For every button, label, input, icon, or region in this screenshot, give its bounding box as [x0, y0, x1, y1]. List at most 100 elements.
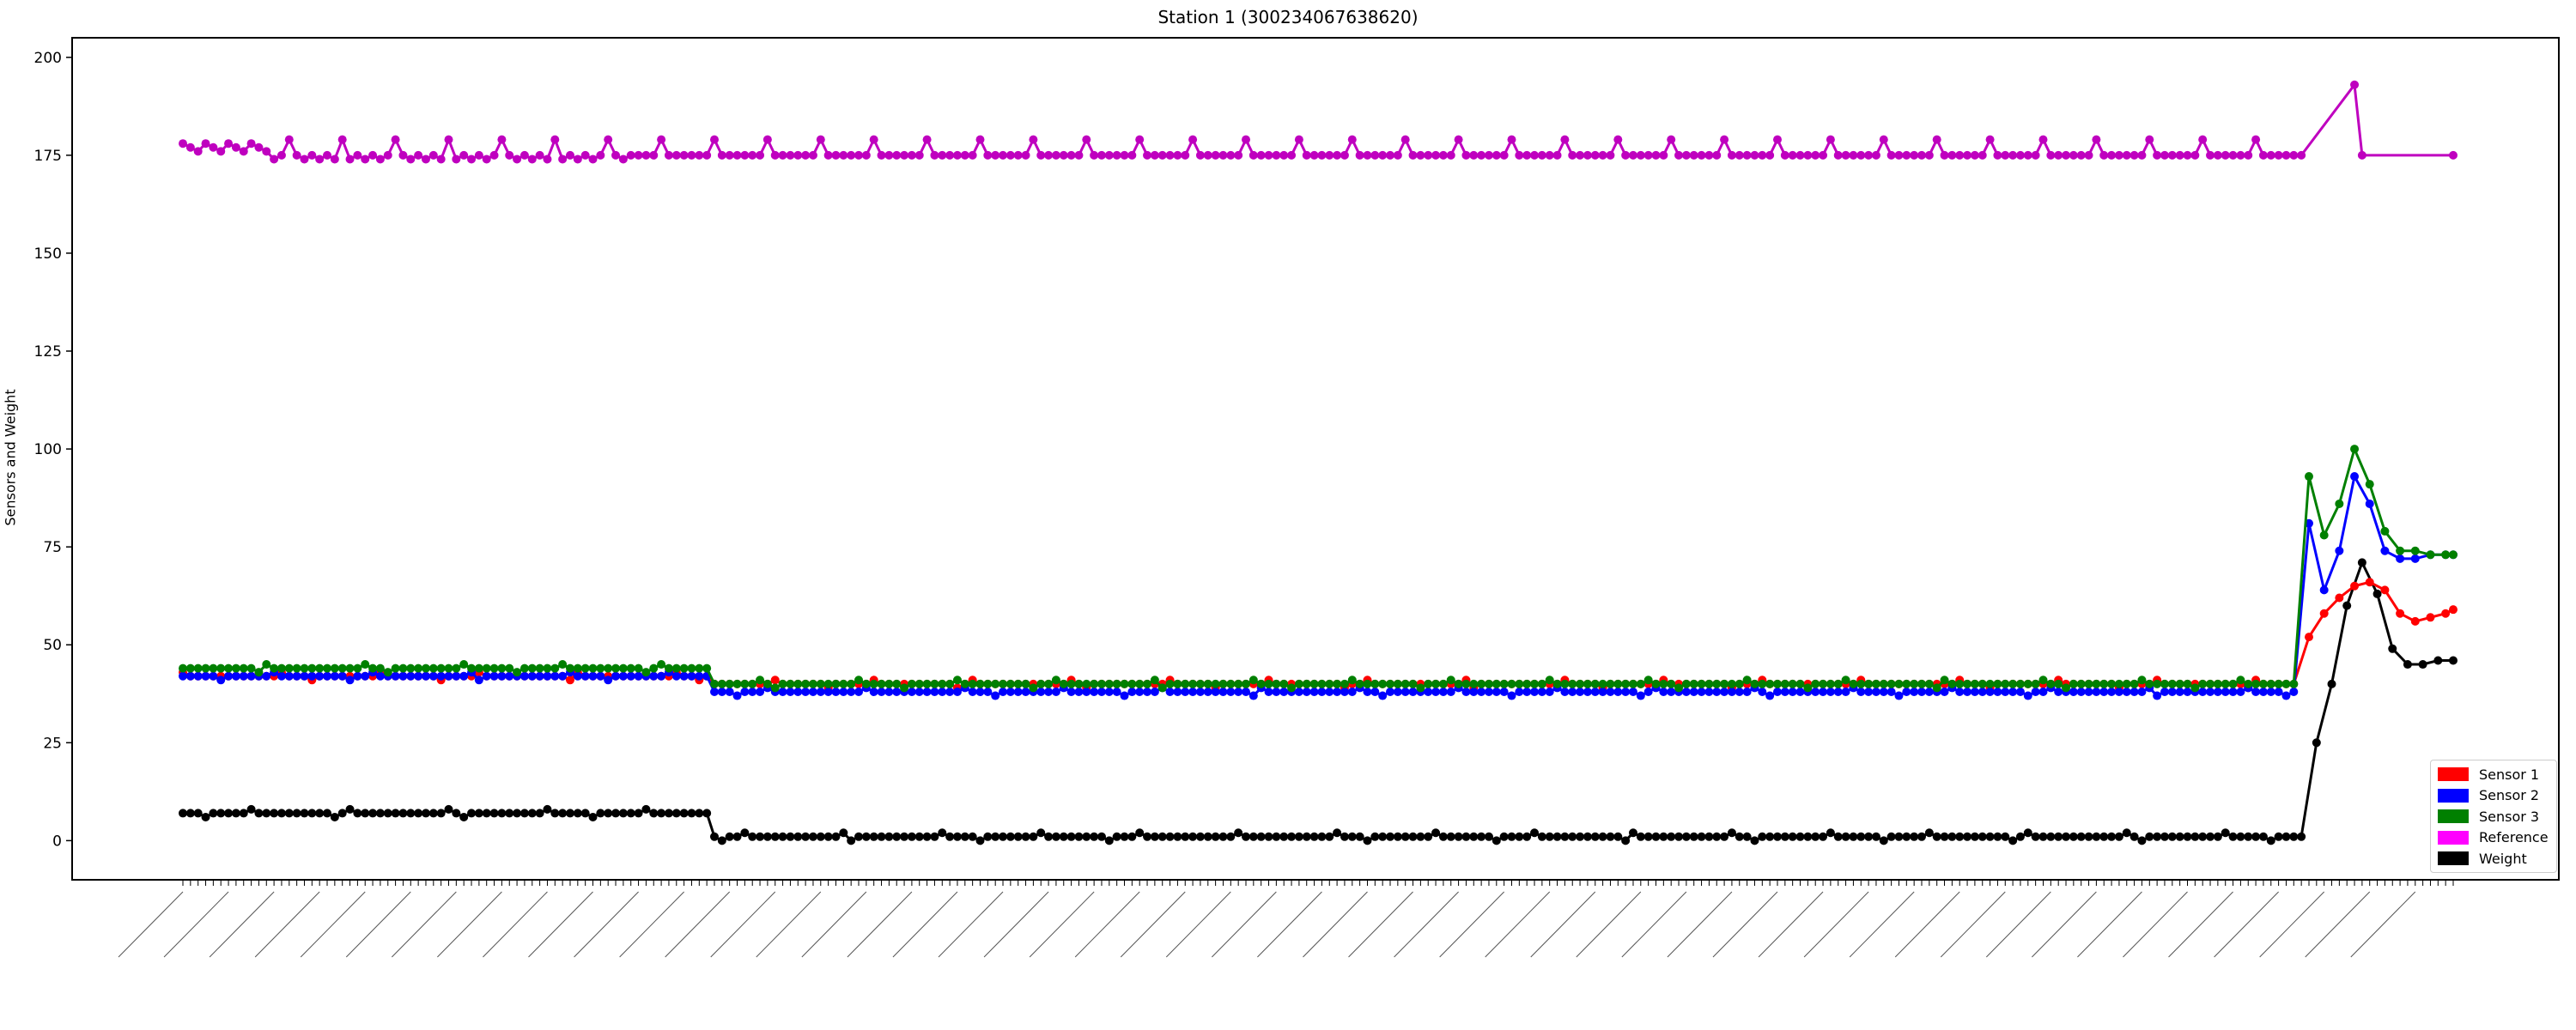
data-point — [1272, 687, 1281, 696]
data-point — [884, 679, 894, 688]
data-point — [999, 679, 1008, 688]
data-point — [1408, 679, 1418, 688]
data-point — [2153, 150, 2162, 160]
data-point — [1841, 687, 1850, 696]
data-point — [641, 804, 651, 814]
data-point — [406, 154, 416, 164]
data-point — [604, 135, 613, 144]
data-point — [1590, 832, 1600, 841]
data-point — [588, 663, 598, 673]
data-point — [1576, 150, 1585, 160]
legend-item: Sensor 1 — [2438, 764, 2549, 785]
data-point — [679, 663, 689, 673]
data-point — [246, 663, 256, 673]
data-point — [513, 668, 522, 677]
data-point — [337, 663, 347, 673]
data-point — [1886, 687, 1896, 696]
data-point — [482, 663, 491, 673]
data-point — [467, 154, 477, 164]
data-point — [2206, 832, 2215, 841]
data-point — [634, 671, 643, 681]
data-point — [1256, 832, 1266, 841]
data-point — [1195, 832, 1205, 841]
data-point — [1226, 832, 1236, 841]
data-point — [725, 832, 734, 841]
data-point — [2297, 832, 2306, 841]
data-point — [2038, 676, 2048, 685]
data-point — [1590, 679, 1600, 688]
data-point — [1750, 836, 1759, 845]
data-point — [519, 663, 529, 673]
data-point — [231, 809, 240, 818]
data-point — [482, 809, 491, 818]
data-point — [489, 150, 499, 160]
data-point — [1742, 832, 1752, 841]
data-point — [618, 809, 628, 818]
data-point — [2092, 687, 2101, 696]
data-point — [224, 809, 234, 818]
data-point — [2251, 687, 2261, 696]
data-point — [823, 679, 833, 688]
data-point — [2054, 832, 2063, 841]
data-point — [2001, 679, 2010, 688]
data-point — [428, 809, 438, 818]
data-point — [2365, 499, 2374, 508]
data-point — [1211, 679, 1220, 688]
data-point — [2046, 150, 2056, 160]
data-point — [1871, 832, 1880, 841]
data-point — [2350, 581, 2360, 591]
data-point — [877, 687, 886, 696]
data-point — [831, 687, 841, 696]
data-point — [2129, 150, 2139, 160]
data-point — [2001, 687, 2010, 696]
data-point — [808, 832, 817, 841]
data-point — [193, 147, 203, 156]
data-point — [1499, 832, 1509, 841]
data-point — [2236, 150, 2245, 160]
data-point — [361, 809, 370, 818]
data-point — [1955, 150, 1965, 160]
data-point — [975, 687, 985, 696]
data-point — [748, 150, 757, 160]
data-point — [1636, 150, 1645, 160]
data-point — [869, 687, 878, 696]
data-point — [1963, 150, 1972, 160]
data-point — [1871, 150, 1880, 160]
data-point — [1628, 687, 1637, 696]
data-point — [725, 687, 734, 696]
data-point — [1249, 676, 1258, 685]
data-point — [930, 687, 939, 696]
data-point — [2251, 832, 2261, 841]
data-point — [1438, 687, 1448, 696]
data-point — [816, 135, 825, 144]
data-point — [231, 663, 240, 673]
data-point — [2145, 679, 2154, 688]
data-point — [254, 668, 264, 677]
data-point — [383, 150, 392, 160]
data-point — [1135, 687, 1145, 696]
data-point — [452, 809, 461, 818]
data-point — [1940, 687, 1949, 696]
data-point — [1545, 676, 1554, 685]
data-point — [854, 832, 864, 841]
data-point — [596, 150, 605, 160]
data-point — [907, 679, 916, 688]
data-point — [1165, 679, 1175, 688]
data-point — [1697, 832, 1706, 841]
data-point — [2076, 679, 2086, 688]
data-point — [1378, 691, 1388, 700]
data-point — [641, 668, 651, 677]
data-point — [1347, 687, 1357, 696]
data-point — [1066, 687, 1076, 696]
data-point — [1765, 691, 1775, 700]
data-point — [1211, 832, 1220, 841]
data-point — [2015, 832, 2025, 841]
data-point — [1727, 679, 1736, 688]
data-point — [1386, 150, 1395, 160]
data-point — [1150, 832, 1159, 841]
data-point — [1355, 832, 1364, 841]
data-point — [2297, 150, 2306, 160]
x-tick-label — [2077, 891, 2142, 958]
data-point — [1051, 832, 1060, 841]
data-point — [2266, 836, 2275, 845]
